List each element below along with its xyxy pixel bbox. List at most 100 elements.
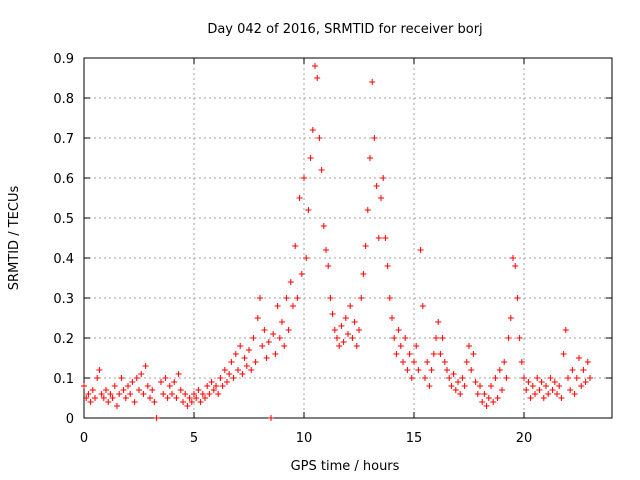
data-point [336, 343, 343, 349]
data-point [587, 375, 593, 381]
data-point [404, 367, 411, 373]
data-point [325, 263, 332, 269]
data-point [296, 195, 303, 201]
data-point [360, 271, 367, 277]
data-point [309, 127, 316, 133]
data-point [536, 387, 543, 393]
data-point [158, 379, 164, 385]
data-point [281, 343, 288, 349]
data-point [180, 399, 186, 405]
data-point [169, 391, 175, 397]
data-point [111, 383, 118, 389]
data-point [92, 395, 98, 401]
data-point [329, 311, 336, 317]
data-point [320, 223, 327, 229]
data-point [580, 367, 587, 373]
x-tick-label: 0 [80, 431, 88, 446]
data-point [131, 399, 138, 405]
data-point [94, 375, 101, 381]
data-point [208, 379, 215, 385]
data-point [318, 167, 325, 173]
data-point [378, 195, 384, 201]
data-point [257, 295, 263, 301]
data-point [573, 375, 580, 381]
data-point [481, 391, 488, 397]
data-point [584, 359, 591, 365]
data-point [345, 331, 351, 337]
y-tick-label: 0.9 [53, 52, 74, 67]
data-point [466, 343, 472, 349]
data-point [532, 391, 538, 397]
data-point [525, 379, 532, 385]
data-point [406, 351, 413, 357]
y-tick-label: 0.2 [53, 332, 74, 347]
data-point [419, 303, 426, 309]
data-point [373, 183, 380, 189]
data-point [268, 415, 274, 421]
data-point [558, 395, 565, 401]
data-point [529, 383, 536, 389]
data-point [279, 319, 285, 325]
data-point [556, 383, 563, 389]
data-point [371, 135, 378, 141]
data-point [316, 135, 323, 141]
data-point [118, 375, 125, 381]
data-point [395, 327, 402, 333]
data-point [433, 335, 439, 341]
data-point [301, 175, 307, 181]
data-point [323, 247, 329, 253]
data-point [400, 359, 406, 365]
data-point [294, 295, 301, 301]
data-point [384, 263, 391, 269]
data-point [468, 367, 475, 373]
data-point [164, 395, 171, 401]
data-point [285, 327, 292, 333]
data-point [545, 391, 552, 397]
y-axis-label: SRMTID / TECUs [7, 186, 22, 291]
data-point [259, 343, 266, 349]
x-tick-label: 5 [190, 431, 198, 446]
data-point [391, 335, 398, 341]
data-point [206, 391, 213, 397]
data-point [153, 415, 160, 421]
data-point [503, 375, 510, 381]
data-series [81, 63, 593, 421]
data-point [452, 387, 459, 393]
x-tick-label: 15 [406, 431, 423, 446]
y-tick-label: 0.8 [53, 92, 74, 107]
data-point [270, 331, 277, 337]
data-point [567, 387, 574, 393]
data-point [393, 351, 400, 357]
data-point [461, 383, 468, 389]
data-point [265, 339, 272, 345]
data-point [490, 399, 497, 405]
chart-title: Day 042 of 2016, SRMTID for receiver bor… [207, 22, 482, 37]
data-point [534, 375, 541, 381]
data-point [527, 395, 534, 401]
data-point [87, 399, 94, 405]
data-point [204, 383, 211, 389]
data-point [305, 207, 312, 213]
data-point [191, 391, 197, 397]
data-point [472, 379, 479, 385]
data-point [402, 335, 409, 341]
data-point [147, 395, 153, 401]
data-point [307, 155, 314, 161]
data-point [195, 387, 202, 393]
data-point [426, 383, 433, 389]
data-point [175, 371, 182, 377]
data-point [551, 379, 558, 385]
y-tick-label: 0 [66, 412, 74, 427]
data-point [232, 351, 239, 357]
data-point [543, 383, 549, 389]
data-point [241, 355, 248, 361]
data-point [127, 391, 134, 397]
data-point [571, 391, 578, 397]
data-point [331, 327, 338, 333]
data-point [518, 359, 525, 365]
data-point [312, 63, 318, 69]
data-point [446, 375, 453, 381]
data-point [437, 351, 444, 357]
data-point [263, 355, 270, 361]
